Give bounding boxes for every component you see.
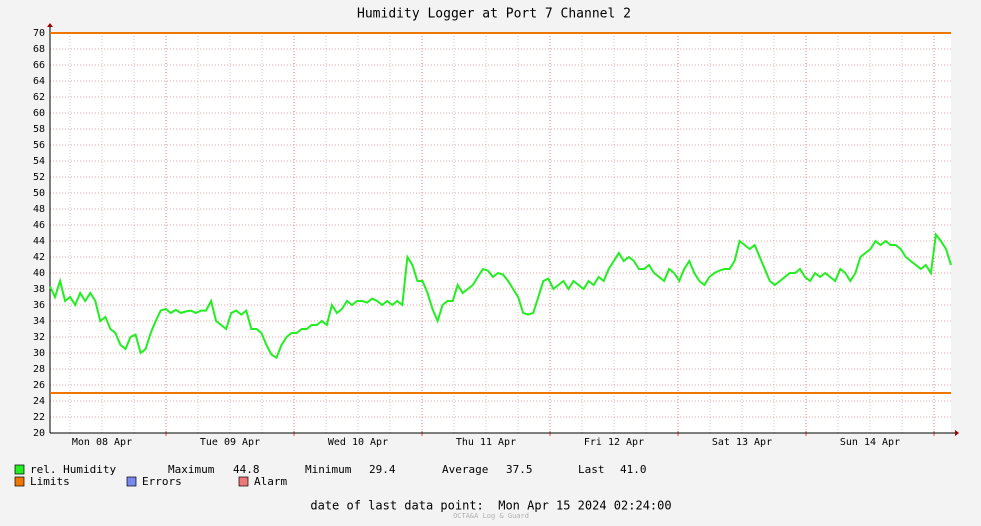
stat-label: Maximum [168,463,215,476]
x-tick-label: Thu 11 Apr [456,437,516,448]
stat-value: 44.8 [233,463,260,476]
plot-area [50,33,951,433]
y-tick-label: 62 [33,92,45,103]
stat-value: 41.0 [620,463,647,476]
legend-swatch [238,476,249,487]
y-tick-label: 30 [33,348,45,359]
y-tick-label: 66 [33,60,45,71]
y-tick-label: 36 [33,300,45,311]
y-tick-label: 44 [33,236,45,247]
y-tick-label: 64 [33,76,45,87]
y-tick-label: 20 [33,428,45,439]
legend-label: Limits [30,475,70,488]
data-line [49,232,952,360]
y-tick-label: 68 [33,44,45,55]
y-tick-label: 34 [33,316,45,327]
y-tick-label: 60 [33,108,45,119]
stat-value: 29.4 [369,463,396,476]
legend-swatch [14,476,25,487]
x-axis-arrow [955,430,959,436]
y-tick-label: 32 [33,332,45,343]
y-tick-label: 40 [33,268,45,279]
legend-swatch [126,476,137,487]
x-tick-label: Sat 13 Apr [712,437,772,448]
y-tick-label: 48 [33,204,45,215]
legend-swatch [14,464,25,475]
legend-label: Errors [142,475,182,488]
y-tick-label: 58 [33,124,45,135]
footer: date of last data point: Mon Apr 15 2024… [310,499,671,513]
y-tick-label: 38 [33,284,45,295]
x-tick-label: Fri 12 Apr [584,437,644,448]
y-tick-label: 28 [33,364,45,375]
y-tick-label: 24 [33,396,45,407]
x-tick-label: Wed 10 Apr [328,437,388,448]
y-tick-label: 22 [33,412,45,423]
watermark: OCTA&A Log & Guard [453,512,529,520]
y-tick-label: 56 [33,140,45,151]
y-tick-label: 26 [33,380,45,391]
y-tick-label: 46 [33,220,45,231]
stat-value: 37.5 [506,463,533,476]
legend-label: Alarm [254,475,287,488]
chart-title: Humidity Logger at Port 7 Channel 2 [357,7,631,22]
y-tick-label: 70 [33,28,45,39]
legend-label: rel. Humidity [30,463,116,476]
x-tick-label: Tue 09 Apr [200,437,260,448]
x-tick-label: Mon 08 Apr [72,437,132,448]
y-tick-label: 42 [33,252,45,263]
y-tick-label: 52 [33,172,45,183]
y-tick-label: 50 [33,188,45,199]
stat-label: Last [578,463,605,476]
stat-label: Minimum [305,463,352,476]
stat-label: Average [442,463,488,476]
y-axis-arrow [47,23,53,27]
x-tick-label: Sun 14 Apr [840,437,900,448]
y-tick-label: 54 [33,156,45,167]
